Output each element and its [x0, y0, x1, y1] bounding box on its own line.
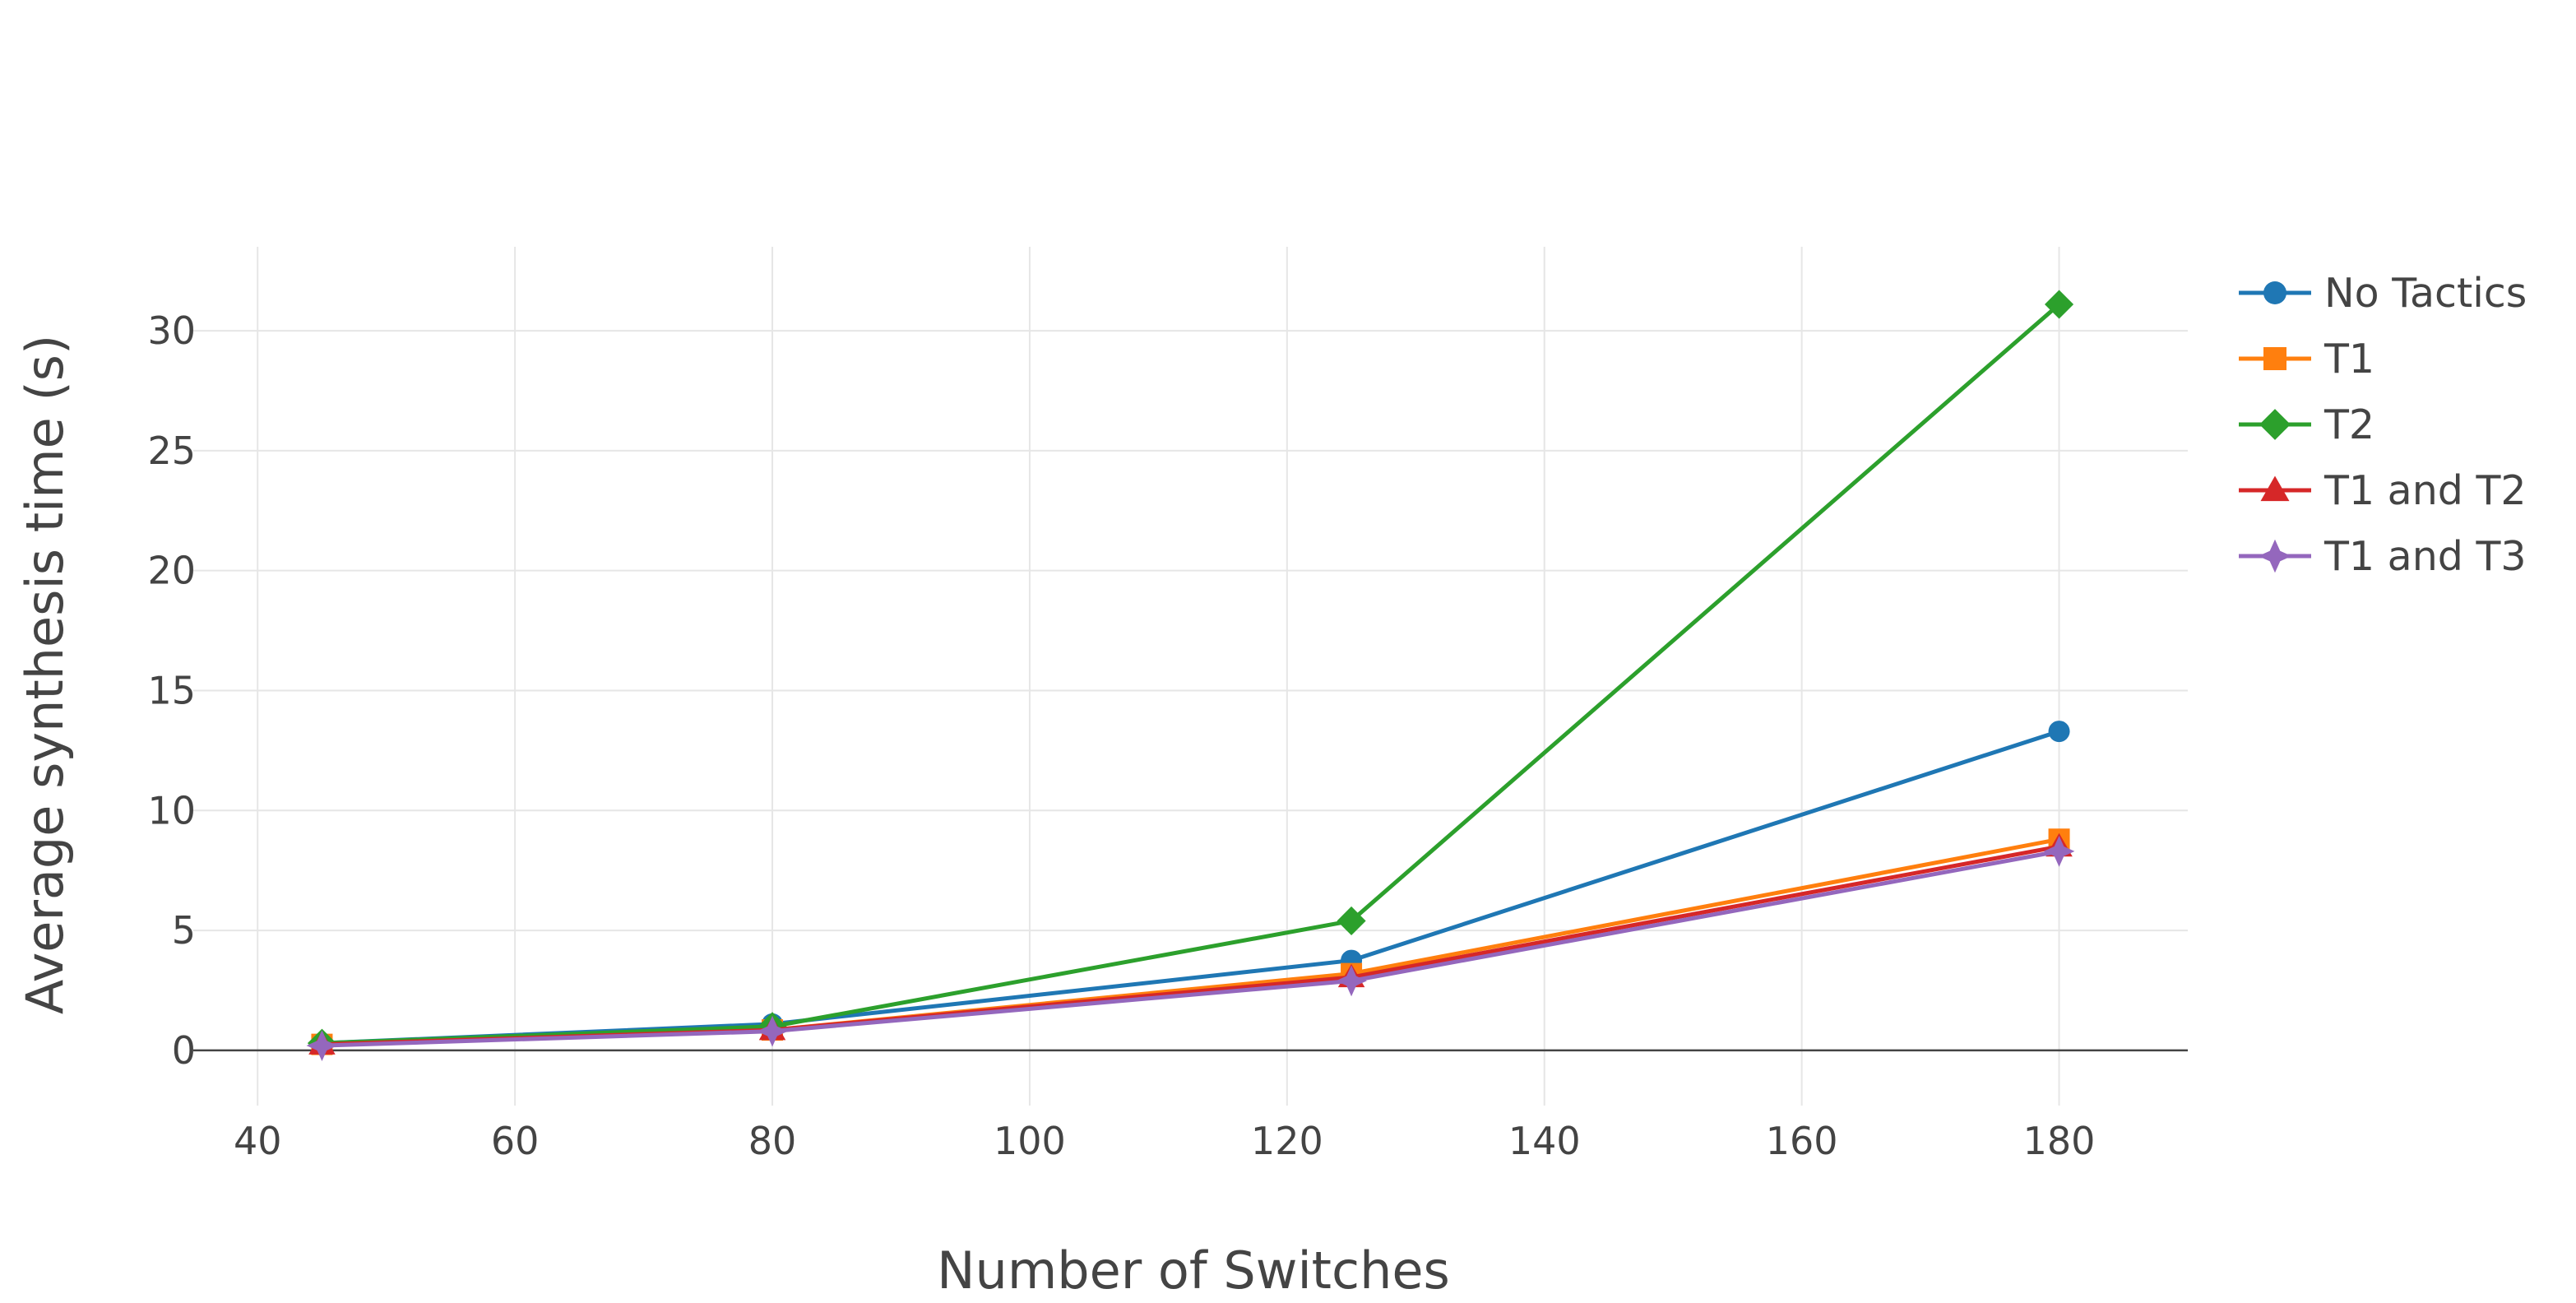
grid — [193, 247, 2188, 1106]
legend-label: T2 — [2323, 401, 2374, 448]
data-point-t1-and-t3 — [757, 1015, 788, 1047]
legend-label: No Tactics — [2324, 270, 2527, 317]
legend[interactable]: No Tactics T1 T2 T1 and T2 T1 and T3 — [2239, 270, 2527, 580]
legend-marker-circle — [2263, 281, 2286, 304]
data-point-t1-and-t3 — [306, 1030, 338, 1061]
series-line-t2 — [322, 303, 2061, 1046]
y-tick-label: 25 — [147, 429, 196, 473]
x-tick-label: 40 — [234, 1119, 282, 1163]
legend-label: T1 — [2323, 336, 2374, 383]
series-line-t1-and-t2 — [322, 844, 2060, 1047]
x-tick-label: 100 — [994, 1119, 1066, 1163]
legend-marker-star — [2258, 539, 2292, 573]
x-axis-title: Number of Switches — [937, 1240, 1450, 1301]
legend-item-no-tactics[interactable]: No Tactics — [2239, 270, 2527, 317]
series-line-t1 — [322, 837, 2060, 1047]
series-t2 — [307, 290, 2074, 1058]
y-tick-label: 20 — [147, 549, 196, 593]
data-point-t1-and-t3 — [2043, 836, 2075, 867]
series-t1-and-t2 — [308, 832, 2073, 1055]
y-axis-ticks: 0 5 10 15 20 25 30 — [147, 308, 196, 1073]
legend-item-t2[interactable]: T2 — [2239, 401, 2374, 448]
series-line-t1-and-t3 — [322, 849, 2059, 1048]
data-point-no-tactics — [2048, 721, 2070, 743]
legend-label: T1 and T2 — [2323, 467, 2527, 514]
legend-item-t1-and-t3[interactable]: T1 and T3 — [2239, 533, 2527, 580]
data-point-t1-and-t3 — [1336, 965, 1367, 997]
x-tick-label: 160 — [1766, 1119, 1838, 1163]
legend-label: T1 and T3 — [2323, 533, 2527, 580]
y-tick-label: 10 — [147, 788, 196, 832]
y-axis-title: Average synthesis time (s) — [15, 335, 75, 1014]
legend-marker-triangle — [2260, 475, 2290, 502]
x-tick-label: 120 — [1251, 1119, 1323, 1163]
x-tick-label: 80 — [748, 1119, 797, 1163]
series-lines — [306, 290, 2075, 1061]
legend-item-t1-and-t2[interactable]: T1 and T2 — [2239, 467, 2527, 514]
series-t1 — [311, 828, 2070, 1055]
x-tick-label: 60 — [491, 1119, 540, 1163]
y-tick-label: 15 — [147, 668, 196, 712]
series-t1-and-t3 — [306, 836, 2075, 1061]
y-tick-label: 5 — [172, 908, 196, 953]
x-tick-label: 180 — [2023, 1119, 2096, 1163]
legend-item-t1[interactable]: T1 — [2239, 336, 2374, 383]
data-point-t2 — [1337, 906, 1366, 936]
x-tick-label: 140 — [1508, 1119, 1581, 1163]
x-axis-ticks: 40 60 80 100 120 140 160 180 — [234, 1119, 2096, 1163]
y-tick-label: 30 — [147, 308, 196, 353]
y-tick-label: 0 — [172, 1028, 196, 1073]
legend-marker-diamond — [2259, 409, 2291, 440]
legend-marker-square — [2263, 347, 2286, 370]
data-point-t2 — [2044, 290, 2074, 319]
